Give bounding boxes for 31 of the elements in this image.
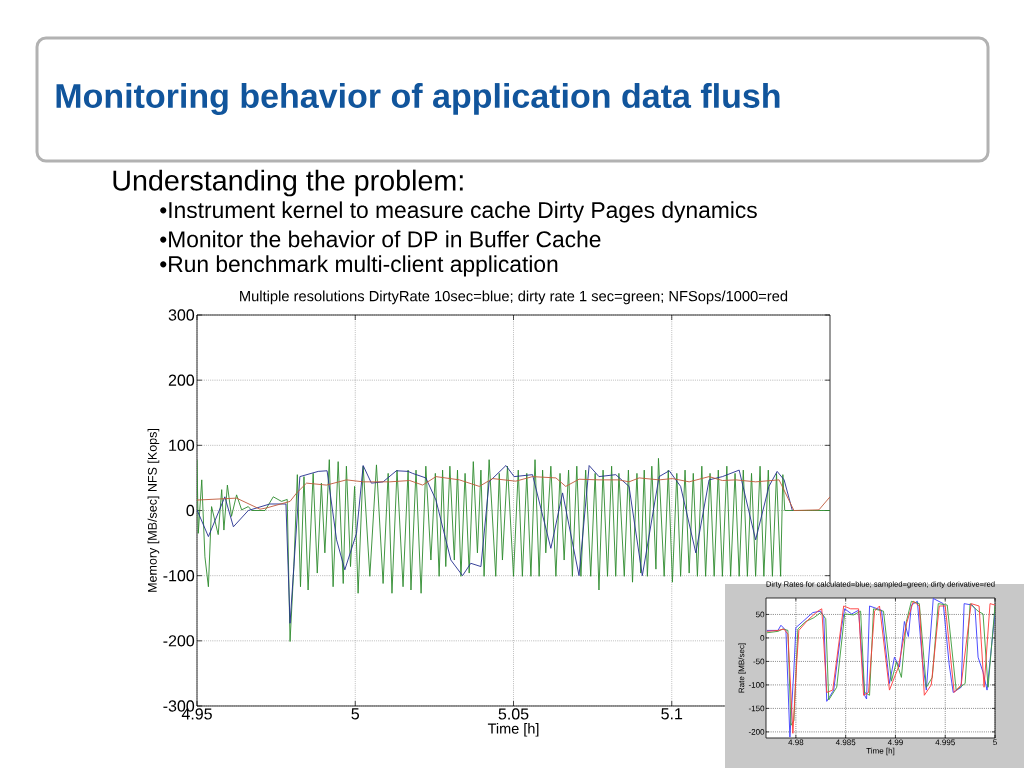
y-tick-label: -50 xyxy=(753,658,765,665)
y-axis-title: Rate [MB/sec] xyxy=(738,643,746,693)
y-tick-label: 0 xyxy=(186,504,195,517)
text: Monitoring behavior of application data flush xyxy=(56,83,780,115)
x-axis-title: Time [h] xyxy=(866,747,895,756)
x-tick-label: 4.99 xyxy=(887,739,903,746)
x-axis-title: Time [h] xyxy=(487,723,539,737)
y-tick-label: -200 xyxy=(748,729,765,735)
x-tick-label: 4.98 xyxy=(788,739,804,746)
y-tick-label: -100 xyxy=(748,682,765,688)
x-tick-label: 5.1 xyxy=(661,708,683,720)
y-tick-label: 50 xyxy=(755,611,765,618)
y-tick-label: 0 xyxy=(760,635,765,641)
y-tick-label: -100 xyxy=(163,570,195,582)
x-tick-label: 5.05 xyxy=(498,708,529,720)
text: Understanding the problem: xyxy=(113,169,463,197)
text: •Instrument kernel to measure cache Dirty Pages dynamics xyxy=(160,201,757,223)
x-tick-label: 5 xyxy=(993,739,997,746)
text: •Monitor the behavior of DP in Buffer Cache xyxy=(160,230,601,248)
y-tick-label: 200 xyxy=(168,374,195,386)
line-series xyxy=(197,476,831,511)
x-tick-label: 5 xyxy=(351,708,360,720)
y-tick-label: -150 xyxy=(748,705,765,712)
x-tick-label: 4.995 xyxy=(935,739,955,746)
x-tick-label: 4.985 xyxy=(835,739,856,746)
text: •Run benchmark multi-client application xyxy=(160,255,558,277)
y-axis-title: Memory [MB/sec] NFS [Kops] xyxy=(147,429,160,592)
y-tick-label: -200 xyxy=(163,635,195,647)
y-tick-label: 100 xyxy=(169,439,195,451)
y-tick-label: 300 xyxy=(168,309,195,321)
chart-title: Multiple resolutions DirtyRate 10sec=blue; dirty rate 1 sec=green; NFSops/1000=red xyxy=(240,290,788,305)
